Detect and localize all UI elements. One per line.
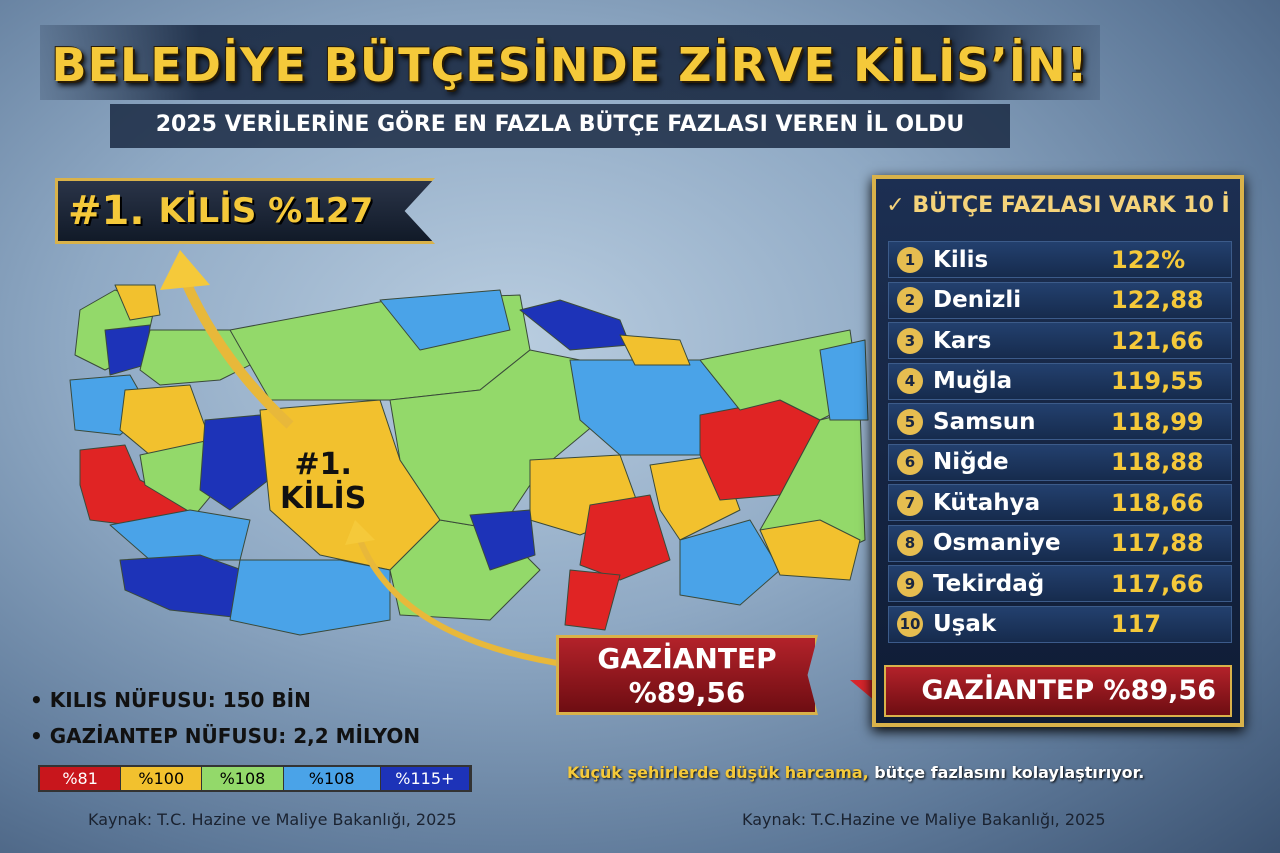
region-ordu: [619, 334, 691, 366]
city-name: Kilis: [933, 246, 989, 273]
arrow-head-top: [160, 250, 210, 290]
footnote-highlight: Küçük şehirlerde düşük harcama,: [567, 763, 869, 782]
surplus-value: 119,55: [1111, 367, 1204, 395]
top10-panel: ✓ BÜTÇE FAZLASI VARK 10 İ 1 Kilis 122% 2 Den…: [872, 175, 1244, 727]
ranking-row: 8 Osmaniye 117,88: [888, 524, 1232, 562]
region-hatay: [564, 569, 621, 631]
legend-lightblue: %108: [283, 767, 381, 790]
rank-badge: 4: [897, 368, 923, 394]
surplus-value: 118,88: [1111, 448, 1204, 476]
region-sinop: [519, 299, 631, 351]
population-gaziantep-text: GAZİANTEP NÜFUSU: 2,2 MİLYON: [49, 724, 421, 748]
map-label-city: KİLİS: [280, 481, 367, 516]
map-kilis-label: #1. KİLİS: [280, 448, 366, 516]
city-name: Uşak: [933, 611, 997, 637]
ranking-row: 9 Tekirdağ 117,66: [888, 565, 1232, 602]
legend-darkblue: %115+: [380, 767, 470, 790]
city-name: Samsun: [933, 408, 1036, 435]
gaziantep-callout: GAZİANTEP %89,56: [556, 635, 818, 715]
ranking-row: 2 Denizli 122,88: [888, 281, 1232, 319]
legend-red: %81: [40, 767, 122, 790]
arrow-to-rank1: [180, 277, 294, 429]
rank1-number: #1.: [68, 188, 145, 234]
region-southeast: [679, 519, 781, 606]
population-kilis-text: KILIS NÜFUSU: 150 BİN: [49, 688, 311, 712]
region-manisa: [139, 439, 221, 516]
city-name: Denizli: [933, 287, 1022, 313]
page-subtitle: 2025 VERİLERİNE GÖRE EN FAZLA BÜTÇE FAZL…: [155, 112, 965, 137]
city-name: Osmaniye: [933, 530, 1061, 556]
ranking-row: 5 Samsun 118,99: [888, 403, 1232, 440]
subtitle-band: [110, 104, 1010, 148]
region-adana: [579, 494, 671, 581]
rank-badge: 3: [897, 327, 923, 354]
rank-badge: 2: [897, 287, 923, 313]
ranking-row: 7 Kütahya 118,66: [888, 484, 1232, 521]
panel-title: ✓ BÜTÇE FAZLASI VARK 10 İ: [886, 193, 1230, 218]
ranking-row: 1 Kilis 122%: [888, 241, 1232, 278]
rank-badge: 6: [897, 449, 923, 475]
ranking-row: 10 Uşak 117: [888, 605, 1232, 643]
surplus-value: 118,66: [1111, 488, 1204, 517]
rank-badge: 5: [897, 408, 923, 435]
footnote: Küçük şehirlerde düşük harcama, bütçe fa…: [567, 763, 1144, 782]
rank-badge: 7: [897, 489, 923, 516]
surplus-value: 117,88: [1111, 529, 1204, 557]
rank1-callout: #1. KİLİS %127: [55, 178, 435, 244]
footnote-rest: bütçe fazlasını kolaylaştırıyor.: [868, 763, 1145, 782]
gaziantep-value: %89,56: [628, 676, 746, 709]
region-kars: [819, 339, 869, 421]
surplus-value: 117: [1111, 610, 1162, 638]
city-name: Muğla: [933, 368, 1013, 394]
legend-yellow: %100: [121, 767, 203, 790]
city-name: Tekirdağ: [933, 570, 1045, 597]
arrow-head-map: [345, 520, 375, 545]
region-central: [389, 349, 601, 531]
arrow-to-gaziantep: [357, 538, 571, 668]
region-aydin: [109, 509, 251, 561]
map-label-rank: #1.: [294, 447, 352, 482]
rank-badge: 10: [897, 611, 923, 637]
color-legend: %81 %100 %108 %108 %115+: [38, 765, 472, 792]
turkey-map: [69, 284, 869, 636]
rank-badge: 1: [897, 246, 923, 273]
surplus-value: 122,88: [1111, 286, 1204, 314]
population-kilis: • KILIS NÜFUSU: 150 BİN: [30, 688, 311, 712]
title-band: [40, 25, 1100, 100]
city-name: Kütahya: [933, 489, 1041, 516]
rank1-text: KİLİS %127: [158, 191, 374, 231]
panel-gaziantep-bar: GAZİANTEP %89,56: [884, 665, 1232, 717]
region-kutahya: [199, 414, 276, 511]
legend-green: %108: [202, 767, 284, 790]
ranking-row: 3 Kars 121,66: [888, 322, 1232, 359]
source-left: Kaynak: T.C. Hazine ve Maliye Bakanlığı,…: [88, 810, 457, 829]
surplus-value: 122%: [1111, 245, 1186, 274]
surplus-value: 117,66: [1111, 569, 1204, 598]
region-edirne: [114, 284, 161, 321]
source-right: Kaynak: T.C.Hazine ve Maliye Bakanlığı, …: [742, 810, 1106, 829]
region-kastamonu: [379, 289, 511, 351]
city-name: Niğde: [933, 449, 1009, 475]
page-title: BELEDİYE BÜTÇESİNDE ZİRVE KİLİS’İN!: [51, 38, 1089, 92]
rank-badge: 9: [897, 570, 923, 597]
city-name: Kars: [933, 327, 992, 354]
ranking-row: 4 Muğla 119,55: [888, 362, 1232, 400]
surplus-value: 121,66: [1111, 326, 1204, 355]
surplus-value: 118,99: [1111, 407, 1204, 436]
population-gaziantep: • GAZİANTEP NÜFUSU: 2,2 MİLYON: [30, 724, 421, 748]
region-aksaray: [469, 509, 536, 571]
region-antalya: [229, 559, 391, 636]
rank-badge: 8: [897, 530, 923, 556]
ranking-row: 6 Niğde 118,88: [888, 443, 1232, 481]
gaziantep-city: GAZİANTEP: [597, 642, 777, 675]
region-van: [759, 519, 861, 581]
